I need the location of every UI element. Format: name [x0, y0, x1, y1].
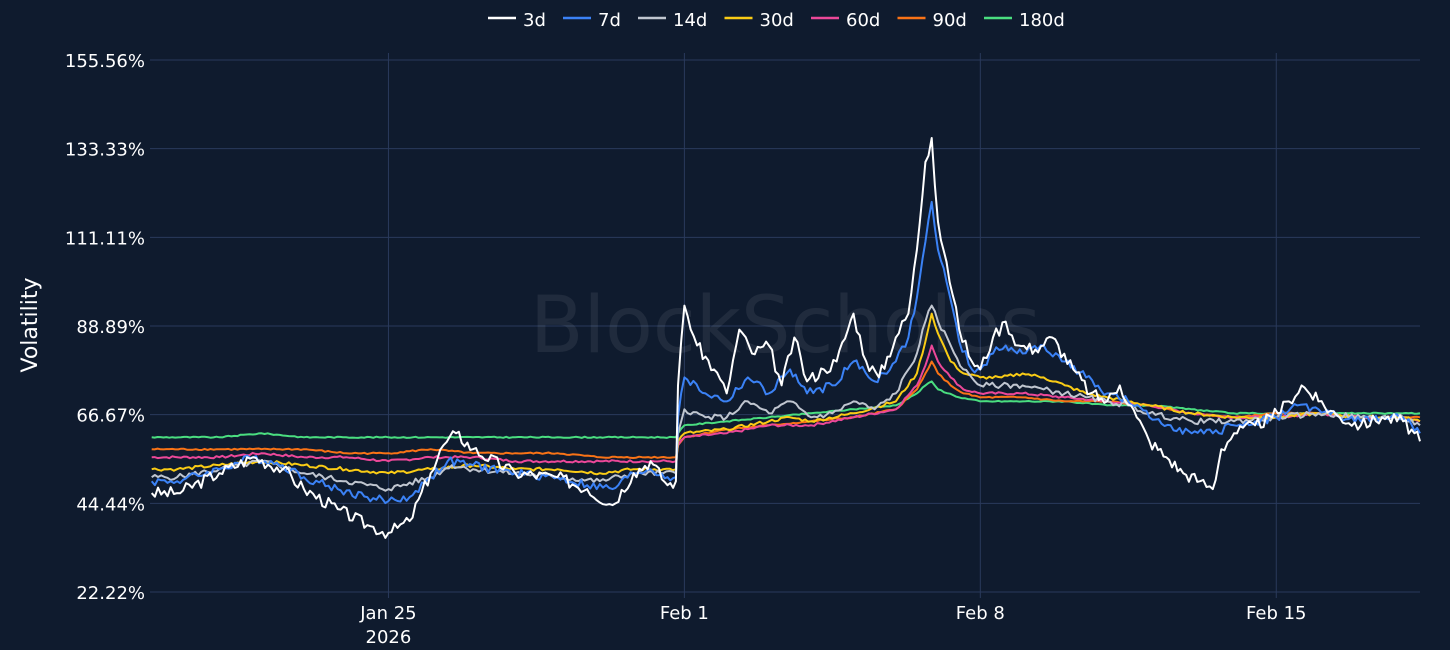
legend-label: 180d — [1019, 10, 1065, 31]
legend-item-180d[interactable]: 180d — [984, 10, 1065, 31]
watermark-text: BlockScholes — [530, 281, 1041, 371]
y-tick-label: 111.11% — [65, 228, 145, 249]
legend-item-7d[interactable]: 7d — [563, 10, 621, 31]
y-tick-label: 44.44% — [76, 494, 145, 515]
y-tick-label: 133.33% — [65, 140, 145, 161]
legend-label: 30d — [760, 10, 794, 31]
x-tick-sublabel: 2026 — [366, 627, 412, 648]
x-tick-label: Feb 15 — [1246, 603, 1307, 624]
y-axis-ticks: 22.22% 44.44% 66.67% 88.89% 111.11% 133.33% 15… — [65, 51, 145, 604]
x-axis-ticks: Jan 25 2026 Feb 1 Feb 8 Feb 15 — [359, 592, 1307, 648]
legend-item-30d[interactable]: 30d — [724, 10, 794, 31]
y-tick-label: 22.22% — [76, 583, 145, 604]
series-layer — [150, 137, 1421, 539]
y-axis-title: Volatility — [18, 277, 43, 372]
legend-label: 7d — [598, 10, 621, 31]
legend-item-14d[interactable]: 14d — [638, 10, 707, 31]
series-line-7d — [150, 200, 1421, 505]
legend-item-60d[interactable]: 60d — [811, 10, 880, 31]
legend-label: 60d — [846, 10, 880, 31]
legend-item-3d[interactable]: 3d — [488, 10, 546, 31]
legend[interactable]: 3d 7d 14d 30d 60d 90d 180d — [488, 10, 1065, 31]
x-tick-label: Jan 25 — [359, 603, 416, 624]
x-tick-label: Feb 8 — [956, 603, 1005, 624]
y-tick-label: 155.56% — [65, 51, 145, 72]
series-line-180d — [151, 380, 1421, 439]
series-line-30d — [151, 312, 1421, 476]
legend-label: 14d — [673, 10, 707, 31]
y-tick-label: 66.67% — [76, 406, 145, 427]
series-line-3d — [150, 137, 1421, 539]
legend-label: 3d — [523, 10, 546, 31]
legend-item-90d[interactable]: 90d — [897, 10, 967, 31]
y-tick-label: 88.89% — [76, 317, 145, 338]
x-tick-label: Feb 1 — [660, 603, 709, 624]
grid-lines — [150, 53, 1420, 593]
series-line-14d — [151, 304, 1421, 492]
legend-label: 90d — [933, 10, 967, 31]
